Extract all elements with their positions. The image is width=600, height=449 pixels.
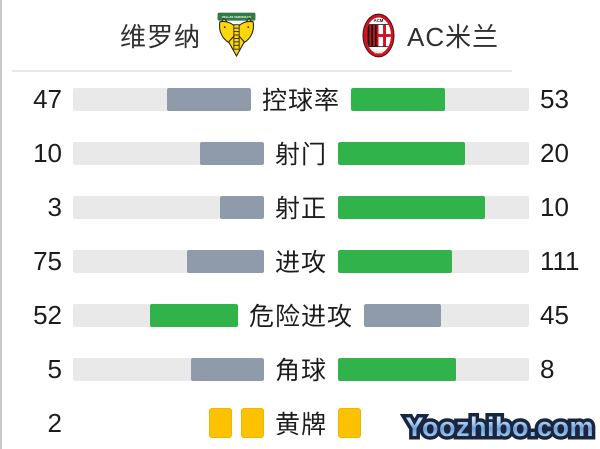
away-value: 53 [540, 83, 569, 114]
stat-label: 射正 [274, 195, 327, 223]
verona-banner-text: HELLAS VERONA FC [222, 15, 252, 19]
away-bar [338, 195, 529, 219]
away-value: 45 [540, 299, 569, 330]
away-bar [338, 408, 529, 439]
home-bar-fill [167, 87, 251, 111]
stats-list: 47 控球率 53 10 射门 20 3 射正 10 75 [2, 72, 600, 449]
home-bar-fill [219, 195, 264, 219]
away-value: 111 [540, 245, 580, 276]
stat-label: 黄牌 [274, 411, 327, 439]
home-team: 维罗纳 HELLAS VERONA FC [120, 0, 260, 70]
away-bar-fill [338, 141, 466, 165]
watermark: Yoozhibo.com Yoozhibo.com [402, 408, 597, 445]
away-team: ACM 1899 AC米兰 [362, 0, 499, 70]
away-value: 8 [540, 353, 555, 384]
stat-label: 危险进攻 [248, 303, 353, 331]
stat-row: 3 射正 10 [2, 180, 600, 234]
home-bar [73, 249, 264, 273]
milan-badge-year-text: 1899 [374, 50, 382, 54]
away-value: 10 [540, 191, 569, 222]
home-bar-fill [190, 357, 264, 381]
away-bar [351, 87, 529, 111]
home-bar-fill [200, 141, 264, 165]
hellas-verona-logo-icon: HELLAS VERONA FC [213, 12, 260, 59]
stat-row: 75 进攻 111 [2, 234, 600, 288]
away-value: 20 [540, 137, 569, 168]
away-bar-fill [338, 195, 485, 219]
home-value: 3 [47, 191, 62, 222]
home-bar [73, 357, 264, 381]
yellow-card-icon [338, 408, 361, 438]
stat-label: 进攻 [274, 249, 327, 277]
watermark-outline: Yoozhibo.com [402, 408, 597, 445]
home-bar [73, 141, 264, 165]
header: 维罗纳 HELLAS VERONA FC [2, 0, 600, 70]
away-bar [364, 303, 529, 327]
away-bar [338, 357, 529, 381]
stat-row: 5 角球 8 [2, 342, 600, 396]
away-bar-fill [338, 357, 456, 381]
stat-label: 控球率 [261, 87, 340, 115]
home-value: 10 [33, 137, 62, 168]
home-bar [73, 195, 264, 219]
stat-row: 47 控球率 53 [2, 72, 600, 126]
home-value: 2 [47, 407, 62, 438]
away-bar [338, 141, 529, 165]
yellow-card-icon [240, 408, 264, 438]
yellow-card-icon [208, 408, 232, 438]
header-divider [12, 70, 512, 72]
stat-label: 角球 [274, 357, 327, 385]
away-bar-fill [364, 303, 441, 327]
away-bar-fill [338, 249, 452, 273]
stat-row: 2 黄牌 [2, 396, 600, 449]
home-value: 5 [47, 353, 62, 384]
home-team-name: 维罗纳 [120, 21, 202, 52]
home-value: 52 [33, 299, 62, 330]
away-bar-fill [351, 87, 446, 111]
home-value: 47 [33, 83, 62, 114]
away-team-name: AC米兰 [407, 21, 500, 52]
stat-label: 射门 [274, 141, 327, 169]
home-bar-fill [186, 249, 264, 273]
stat-row: 10 射门 20 [2, 126, 600, 180]
milan-badge-top-text: ACM [374, 18, 384, 23]
away-bar [338, 249, 529, 273]
home-bar [73, 408, 264, 439]
home-bar-fill [149, 303, 238, 327]
watermark-text: Yoozhibo.com [405, 411, 594, 442]
home-bar [73, 303, 238, 327]
home-value: 75 [33, 245, 62, 276]
home-bar [73, 87, 251, 111]
stat-row: 52 危险进攻 45 [2, 288, 600, 342]
ac-milan-logo-icon: ACM 1899 [362, 13, 395, 58]
